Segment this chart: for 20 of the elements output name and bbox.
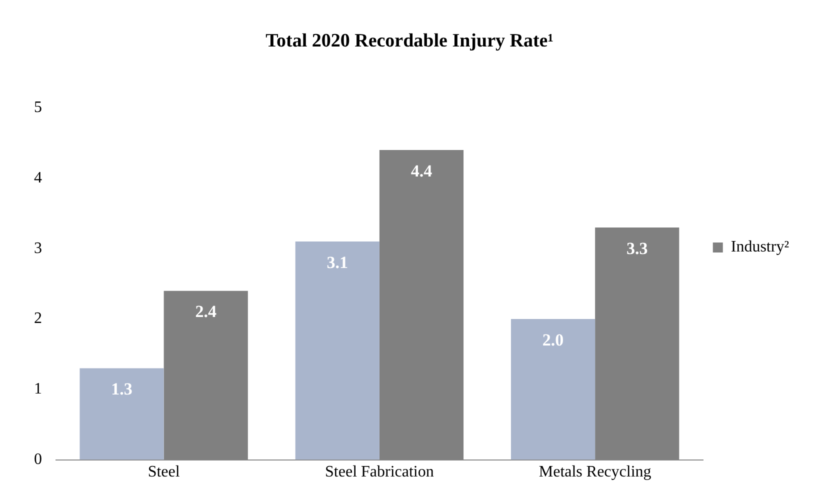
- y-tick-label: 0: [34, 451, 42, 468]
- data-label: 3.3: [626, 238, 648, 258]
- x-tick-label: Steel Fabrication: [325, 464, 434, 481]
- bar: [295, 242, 380, 460]
- data-label: 2.4: [195, 302, 217, 322]
- x-tick-label: Metals Recycling: [538, 464, 652, 481]
- data-label: 1.3: [111, 380, 132, 399]
- data-label: 3.1: [326, 252, 348, 272]
- bar: [80, 368, 164, 460]
- x-tick-label: Steel: [148, 464, 180, 481]
- y-tick-label: 3: [34, 240, 42, 257]
- data-label: 4.4: [410, 161, 433, 180]
- y-tick-label: 1: [34, 380, 42, 398]
- chart-title: Total 2020 Recordable Injury Rate¹: [266, 30, 554, 52]
- y-tick-label: 5: [34, 99, 42, 116]
- legend-label: Industry²: [730, 238, 790, 256]
- data-label: 2.0: [542, 330, 564, 350]
- y-tick-label: 4: [34, 169, 42, 186]
- bar: [510, 319, 596, 460]
- y-tick-label: 2: [34, 310, 42, 328]
